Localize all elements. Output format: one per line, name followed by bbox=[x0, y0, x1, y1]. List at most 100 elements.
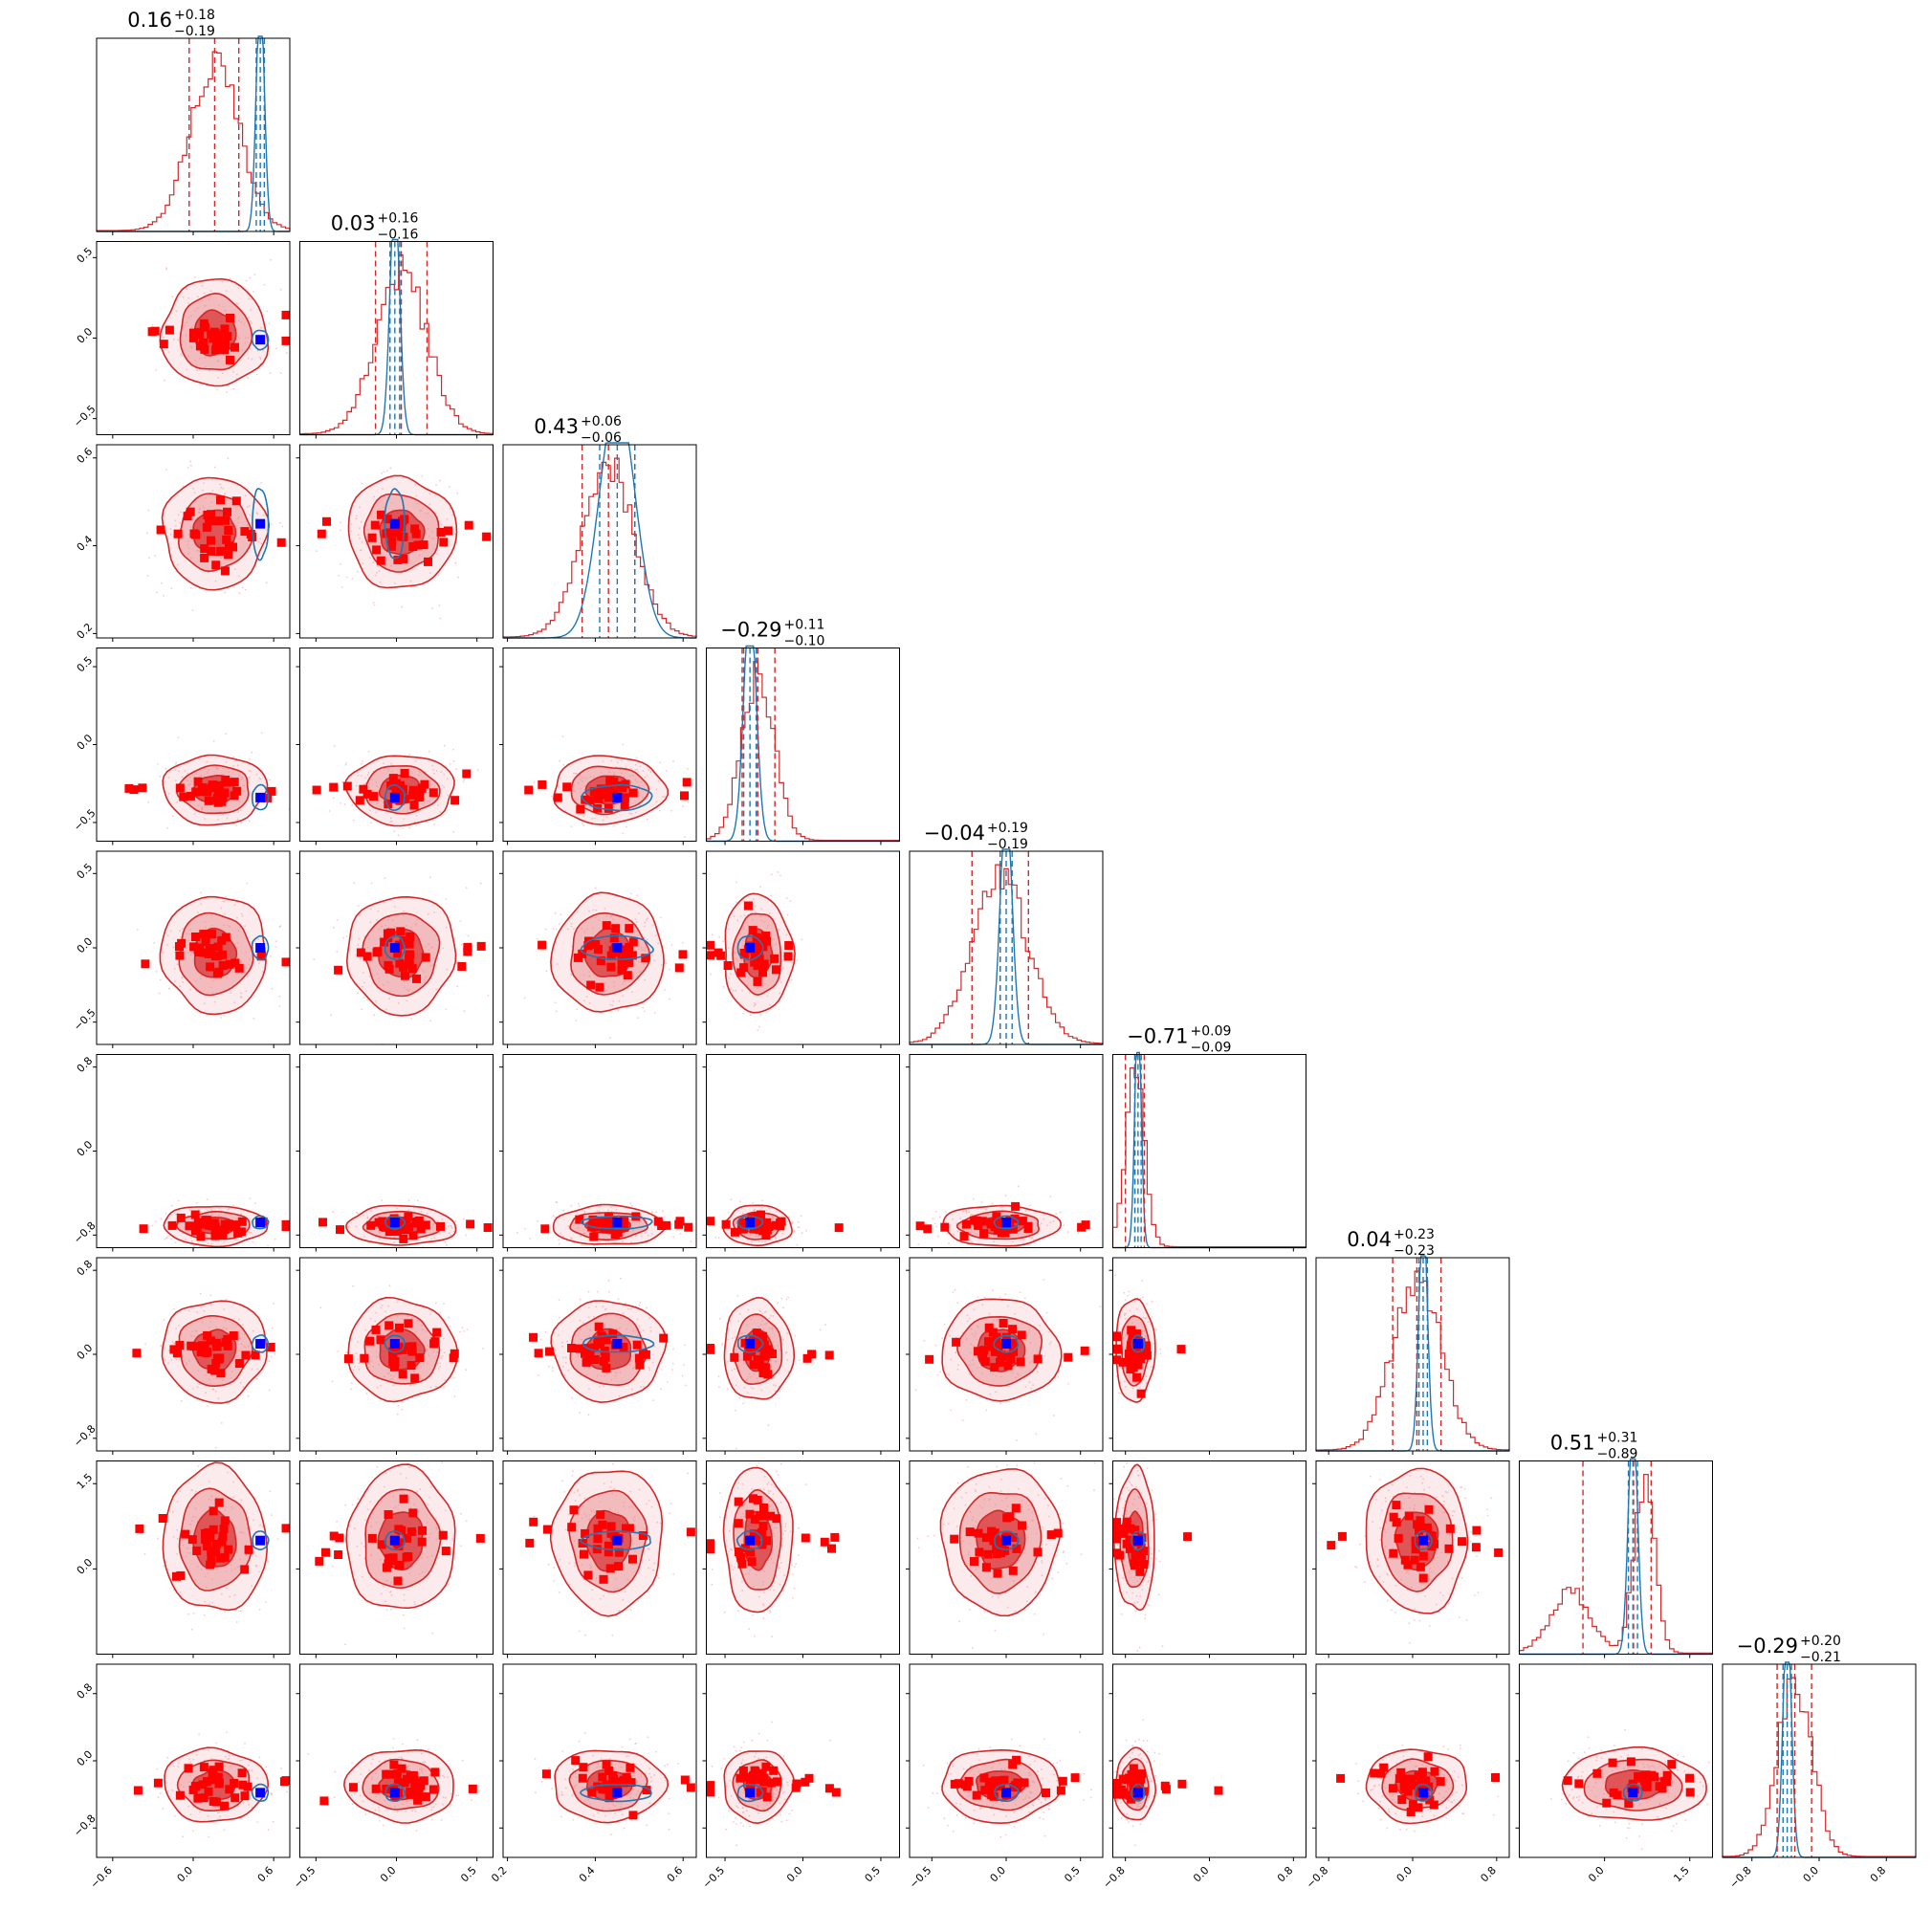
contour-panel-2-1 bbox=[296, 444, 494, 642]
y-tick-label: −0.8 bbox=[71, 1422, 98, 1449]
axes-frame bbox=[299, 241, 494, 435]
x-tick-label: 0.0 bbox=[378, 1864, 399, 1885]
x-tick-label: −0.6 bbox=[88, 1864, 115, 1891]
truth-marker bbox=[389, 1218, 400, 1228]
truth-marker bbox=[1417, 1535, 1428, 1546]
contour-panel-8-6: −0.8 0.0 0.8 bbox=[1304, 1663, 1510, 1891]
param-title-minus: −0.10 bbox=[784, 634, 825, 649]
contour-panel-8-7: 0.0 1.5 bbox=[1515, 1663, 1713, 1885]
truth-marker bbox=[1132, 1535, 1143, 1546]
param-title-minus: −0.21 bbox=[1800, 1650, 1841, 1665]
series-b-contour bbox=[736, 1334, 764, 1353]
series-a-histogram bbox=[705, 661, 901, 842]
series-b-contour bbox=[251, 1783, 270, 1802]
y-tick-label: −0.5 bbox=[71, 403, 98, 429]
histogram-panel-2: 0.43 +0.06−0.06 bbox=[502, 414, 697, 642]
truth-marker bbox=[612, 1218, 623, 1228]
axes-frame bbox=[502, 444, 697, 639]
axes-frame bbox=[1519, 1460, 1713, 1655]
scatter-markers bbox=[525, 1505, 695, 1584]
truth-marker bbox=[1628, 1788, 1638, 1798]
series-b-contour bbox=[736, 1215, 764, 1230]
param-title-median: 0.16 bbox=[127, 9, 172, 32]
truth-marker bbox=[255, 518, 266, 529]
param-title-minus: −0.23 bbox=[1394, 1243, 1435, 1259]
truth-marker bbox=[389, 1788, 400, 1798]
y-tick-label: 0.8 bbox=[75, 1258, 96, 1279]
param-title-median: −0.71 bbox=[1127, 1025, 1188, 1048]
series-b-contour bbox=[1131, 1783, 1146, 1802]
series-b-contour bbox=[1622, 1783, 1643, 1802]
param-title-plus: +0.06 bbox=[581, 414, 622, 429]
param-title-plus: +0.11 bbox=[784, 618, 825, 633]
scatter-markers bbox=[925, 1319, 1089, 1372]
y-tick-label: 1.5 bbox=[75, 1471, 96, 1492]
contour-panel-3-1 bbox=[296, 648, 494, 845]
scatter-markers bbox=[950, 1755, 1080, 1801]
contour-panel-6-5 bbox=[1109, 1257, 1306, 1455]
y-tick-label: −0.8 bbox=[71, 1812, 98, 1839]
x-tick-label: 0.5 bbox=[458, 1864, 479, 1885]
series-b-contour bbox=[384, 783, 406, 811]
truth-marker bbox=[745, 1788, 756, 1798]
series-b-contour bbox=[735, 1530, 763, 1550]
x-tick-label: 0.0 bbox=[1586, 1864, 1607, 1885]
series-b-contour bbox=[251, 329, 270, 351]
series-a-histogram bbox=[298, 254, 494, 435]
y-tick-label: 0.0 bbox=[75, 935, 96, 956]
contour-panel-2-0: 0.2 0.4 0.6 bbox=[75, 444, 291, 642]
series-b-contour bbox=[580, 1215, 653, 1230]
axes-frame bbox=[502, 1460, 697, 1655]
series-b-contour bbox=[993, 1334, 1020, 1353]
param-title-median: −0.04 bbox=[924, 822, 985, 845]
param-title-median: −0.29 bbox=[1737, 1635, 1798, 1658]
truth-marker bbox=[255, 1339, 266, 1350]
truth-marker bbox=[612, 1788, 623, 1798]
series-a-histogram bbox=[1111, 1067, 1307, 1248]
truth-marker bbox=[1001, 1218, 1011, 1228]
param-title-plus: +0.23 bbox=[1394, 1227, 1435, 1242]
param-title-median: 0.51 bbox=[1550, 1432, 1595, 1455]
series-b-contour bbox=[384, 488, 406, 560]
contour-panel-8-2: 0.2 0.4 0.6 bbox=[489, 1663, 697, 1885]
x-tick-label: −0.5 bbox=[291, 1864, 318, 1891]
scatter-markers bbox=[1112, 1326, 1186, 1398]
x-tick-label: 0.0 bbox=[1191, 1864, 1212, 1885]
series-b-contour bbox=[252, 1215, 270, 1230]
contour-panel-7-1 bbox=[296, 1460, 494, 1658]
contour-panel-3-2 bbox=[499, 648, 697, 845]
series-b-contour bbox=[384, 1530, 406, 1550]
truth-marker bbox=[612, 1339, 623, 1350]
x-tick-label: −0.8 bbox=[1727, 1864, 1754, 1891]
x-tick-label: 0.5 bbox=[863, 1864, 884, 1885]
param-title-plus: +0.18 bbox=[174, 8, 215, 23]
contour-panel-6-3 bbox=[702, 1257, 900, 1455]
contour-panel-4-2 bbox=[499, 850, 697, 1048]
x-tick-label: 0.0 bbox=[784, 1864, 805, 1885]
y-tick-label: 0.0 bbox=[75, 1556, 96, 1577]
series-a-histogram bbox=[96, 51, 291, 231]
param-title-median: −0.29 bbox=[720, 619, 781, 642]
x-tick-label: 0.6 bbox=[255, 1864, 276, 1885]
truth-marker bbox=[1132, 1788, 1143, 1798]
series-b-histogram bbox=[1316, 1255, 1509, 1452]
axes-frame bbox=[1722, 1663, 1917, 1858]
y-tick-label: 0.8 bbox=[75, 1054, 96, 1075]
series-b-contour bbox=[994, 1530, 1020, 1550]
x-tick-label: 0.0 bbox=[175, 1864, 196, 1885]
param-title-plus: +0.20 bbox=[1800, 1634, 1841, 1649]
y-tick-label: 0.0 bbox=[75, 1748, 96, 1769]
scatter-markers bbox=[124, 775, 276, 807]
scatter-markers bbox=[141, 930, 291, 978]
series-b-histogram bbox=[1723, 1661, 1916, 1858]
histogram-panel-1: 0.03 +0.16−0.16 bbox=[298, 211, 494, 439]
series-b-contour bbox=[384, 1216, 406, 1230]
y-tick-label: −0.5 bbox=[71, 1006, 98, 1033]
truth-marker bbox=[389, 792, 400, 802]
x-tick-label: 0.0 bbox=[1801, 1864, 1822, 1885]
series-b-contour bbox=[1131, 1334, 1146, 1353]
x-tick-label: 0.6 bbox=[665, 1864, 686, 1885]
histogram-panel-8: −0.29 +0.20−0.21 −0.8 0.0 0.8 bbox=[1722, 1634, 1917, 1891]
x-tick-label: 0.4 bbox=[577, 1864, 598, 1885]
x-tick-label: 0.2 bbox=[489, 1864, 510, 1885]
